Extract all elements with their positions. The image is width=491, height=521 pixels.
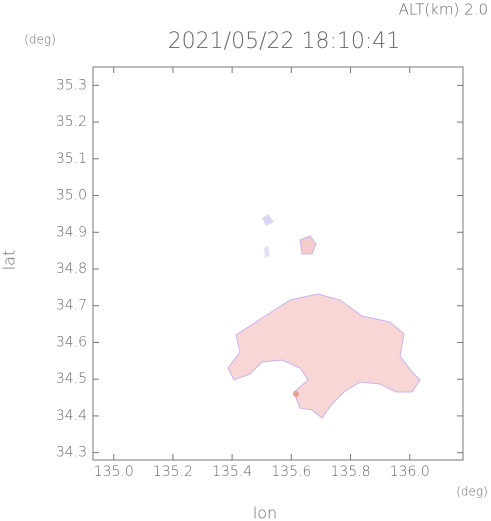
y-tick-label: 35.2: [56, 114, 87, 130]
y-tick-label: 34.9: [56, 224, 87, 240]
y-tick-label: 34.7: [56, 298, 87, 314]
y-tick-label: 34.3: [56, 445, 87, 461]
x-axis-label: lon: [253, 504, 277, 521]
x-tick-label: 135.2: [153, 464, 193, 480]
echo-field: [227, 214, 421, 419]
x-tick-label: 135.6: [271, 464, 311, 480]
y-tick-label: 34.4: [56, 408, 87, 424]
y-tick-label: 35.1: [56, 151, 87, 167]
lon-unit: (deg): [456, 485, 488, 499]
chart-title: 2021/05/22 18:10:41: [168, 29, 401, 54]
y-tick-label: 34.8: [56, 261, 87, 277]
y-tick-label: 35.0: [56, 188, 87, 204]
plot-frame: [92, 66, 464, 461]
x-tick-label: 136.0: [390, 464, 430, 480]
y-tick-label: 34.6: [56, 334, 87, 350]
x-tick-label: 135.8: [330, 464, 370, 480]
x-tick-label: 135.4: [212, 464, 252, 480]
lat-unit: (deg): [24, 33, 56, 47]
y-tick-label: 35.3: [56, 77, 87, 93]
y-axis-label: lat: [0, 250, 19, 271]
y-tick-label: 34.5: [56, 371, 87, 387]
altitude-label: ALT(km) 2.0: [399, 1, 488, 19]
x-tick-label: 135.0: [94, 464, 134, 480]
